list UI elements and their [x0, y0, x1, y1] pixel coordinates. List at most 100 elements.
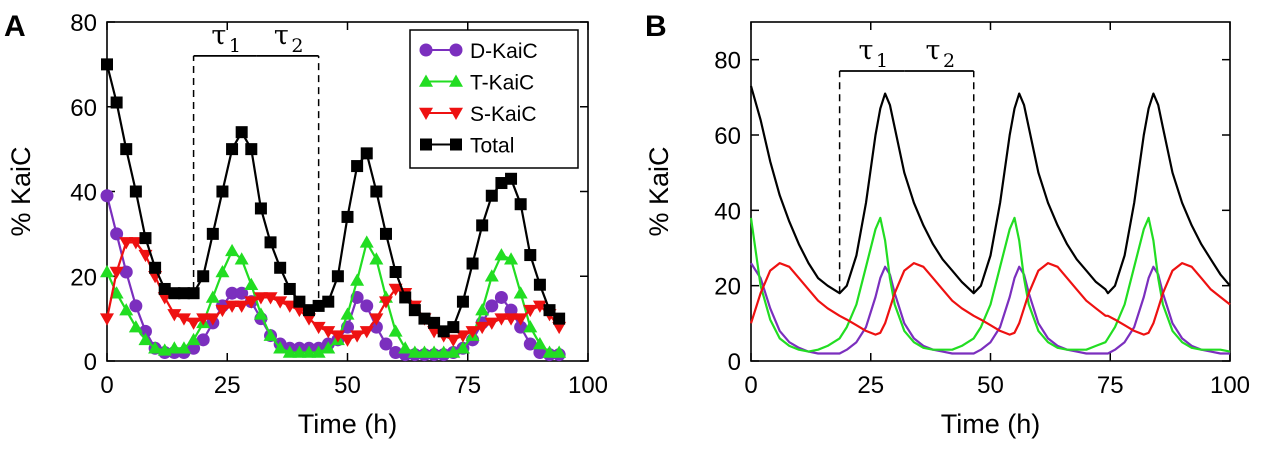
a-point-t-kaic — [475, 303, 490, 316]
a-point-s-kaic — [369, 313, 384, 326]
a-point-s-kaic — [128, 237, 143, 250]
b-y-axis-label: % KaiC — [644, 146, 674, 236]
a-point-total — [158, 282, 171, 295]
a-point-s-kaic — [100, 313, 114, 326]
a-point-s-kaic — [455, 330, 470, 343]
b-tau2-label: τ — [926, 35, 941, 66]
a-point-total — [485, 189, 498, 202]
a-point-s-kaic — [350, 330, 365, 343]
a-point-d-kaic — [514, 320, 528, 334]
b-x-tick-label: 100 — [1210, 372, 1250, 399]
b-x-axis-label: Time (h) — [941, 409, 1041, 439]
b-y-tick-label: 80 — [714, 48, 741, 75]
a-point-total — [351, 160, 364, 173]
a-legend-marker-total — [420, 138, 432, 151]
a-point-total — [360, 147, 373, 160]
a-x-tick-label: 75 — [454, 372, 481, 399]
a-point-s-kaic — [273, 296, 288, 309]
a-point-t-kaic — [484, 269, 499, 282]
a-point-s-kaic — [513, 313, 528, 326]
a-point-d-kaic — [196, 333, 210, 347]
a-point-t-kaic — [532, 337, 547, 350]
a-point-t-kaic — [292, 345, 307, 358]
a-point-total — [129, 185, 142, 198]
a-point-t-kaic — [523, 320, 538, 333]
a-point-t-kaic — [186, 332, 201, 346]
a-legend: D-KaiC T-KaiC S-KaiC Total — [409, 29, 579, 169]
a-point-s-kaic — [321, 326, 336, 339]
a-point-t-kaic — [234, 252, 249, 265]
a-point-total — [120, 143, 133, 156]
a-legend-marker-s-kaic — [419, 107, 433, 120]
a-point-t-kaic — [436, 345, 451, 358]
a-point-total — [110, 96, 123, 109]
a-point-total — [408, 304, 421, 317]
a-y-tick-label: 20 — [70, 264, 97, 291]
a-point-s-kaic — [475, 321, 490, 335]
a-point-t-kaic — [494, 248, 509, 261]
a-tau1-label: τ — [211, 20, 226, 51]
a-y-tick-label: 0 — [84, 349, 97, 376]
a-point-total — [206, 227, 219, 240]
a-point-d-kaic — [485, 299, 499, 313]
a-point-t-kaic — [282, 345, 297, 358]
a-point-t-kaic — [176, 341, 191, 354]
a-point-t-kaic — [388, 324, 403, 337]
a-legend-marker-total — [450, 138, 462, 151]
a-point-s-kaic — [523, 304, 538, 318]
a-point-t-kaic — [359, 235, 374, 248]
a-point-s-kaic — [196, 313, 211, 326]
a-point-total — [533, 278, 546, 291]
a-y-tick-label: 80 — [70, 10, 97, 37]
a-point-total — [456, 295, 469, 308]
a-point-s-kaic — [302, 313, 317, 326]
a-legend-marker-t-kaic — [449, 74, 463, 87]
a-point-s-kaic — [282, 300, 297, 313]
a-point-s-kaic — [119, 237, 134, 250]
a-point-s-kaic — [263, 292, 278, 305]
b-y-tick-label: 20 — [714, 274, 741, 301]
a-point-t-kaic — [350, 273, 365, 286]
a-point-s-kaic — [234, 300, 249, 313]
b-y-tick-label: 60 — [714, 123, 741, 150]
a-point-total — [399, 291, 412, 304]
a-point-t-kaic — [552, 345, 567, 358]
a-point-t-kaic — [167, 341, 182, 354]
a-point-s-kaic — [109, 266, 124, 280]
a-point-s-kaic — [552, 321, 567, 335]
a-point-t-kaic — [100, 265, 114, 278]
a-point-t-kaic — [215, 265, 230, 278]
a-point-t-kaic — [513, 286, 528, 299]
a-point-s-kaic — [378, 296, 393, 309]
b-series-total-line — [749, 85, 1231, 295]
a-point-s-kaic — [186, 317, 201, 330]
a-point-s-kaic — [504, 313, 519, 326]
b-series-t-kaic-line — [749, 216, 1231, 353]
b-series-d-kaic-line — [750, 262, 1230, 355]
a-legend-marker-t-kaic — [419, 74, 433, 87]
a-point-total — [101, 58, 113, 71]
a-point-s-kaic — [138, 249, 153, 263]
a-point-t-kaic — [542, 345, 557, 358]
a-legend-marker-d-kaic — [419, 43, 433, 57]
a-point-t-kaic — [273, 341, 288, 354]
a-point-total — [254, 202, 267, 215]
a-point-t-kaic — [138, 332, 153, 346]
a-y-tick-label: 60 — [70, 95, 97, 122]
a-point-s-kaic — [253, 292, 268, 305]
a-point-total — [139, 232, 152, 245]
a-point-s-kaic — [494, 313, 509, 326]
a-point-total — [379, 227, 392, 240]
a-point-t-kaic — [311, 345, 326, 358]
a-x-tick-label: 100 — [568, 372, 608, 399]
a-point-total — [495, 177, 508, 190]
b-x-tick-label: 50 — [977, 372, 1004, 399]
a-legend-label-t-kaic: T-KaiC — [470, 72, 534, 95]
a-point-s-kaic — [176, 313, 191, 326]
a-x-axis-label: Time (h) — [298, 409, 398, 439]
a-point-total — [264, 236, 277, 249]
a-point-total — [303, 304, 316, 317]
b-y-tick-label: 40 — [714, 198, 741, 225]
